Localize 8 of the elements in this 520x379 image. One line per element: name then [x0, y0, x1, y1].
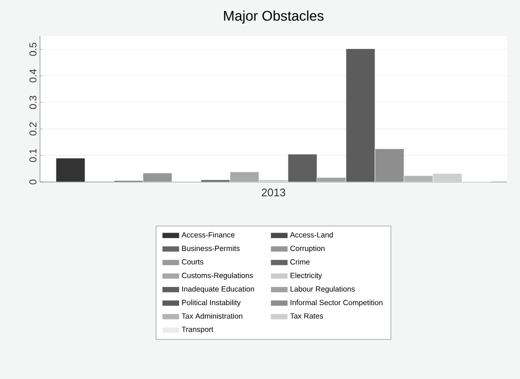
- y-tick-label: 0: [29, 180, 36, 184]
- x-tick-label: 2013: [262, 188, 286, 196]
- y-tick-label: 0.5: [29, 42, 36, 56]
- y-tick-label: 0.2: [29, 122, 36, 136]
- y-tick-label: 0.3: [29, 96, 36, 109]
- chart-title: Major Obstacles: [224, 10, 324, 24]
- y-tick-label: 0.4: [29, 69, 36, 82]
- y-tick-label: 0.1: [29, 148, 36, 162]
